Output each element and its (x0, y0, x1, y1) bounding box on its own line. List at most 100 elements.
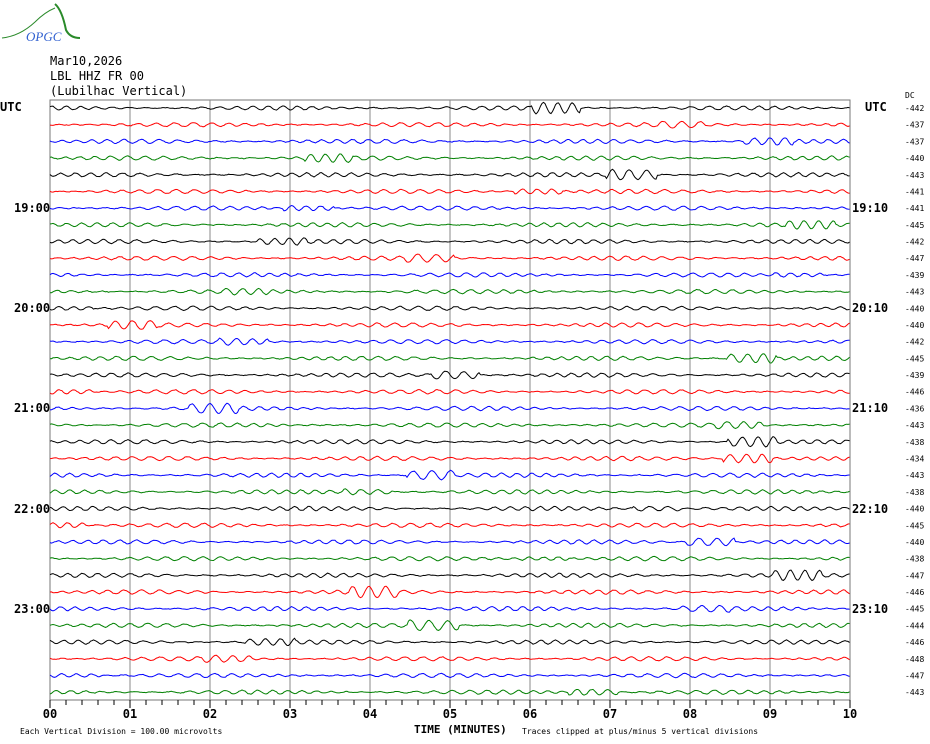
x-tick-label: 08 (683, 707, 697, 721)
left-time-label: 20:00 (14, 301, 51, 316)
dc-offset-value: -446 (905, 588, 924, 597)
seismic-trace (49, 305, 850, 312)
seismic-trace (49, 421, 850, 430)
seismic-trace (49, 654, 850, 663)
seismic-trace (49, 101, 850, 115)
dc-offset-value: -440 (905, 505, 924, 514)
x-tick-label: 05 (443, 707, 457, 721)
left-time-label: 21:00 (14, 401, 51, 416)
station-name: (Lubilhac Vertical) (50, 84, 188, 98)
seismic-trace (49, 120, 850, 129)
x-tick-label: 04 (363, 707, 377, 721)
dc-offset-value: -439 (905, 271, 924, 280)
right-time-label: 19:10 (852, 201, 889, 216)
seismic-trace (49, 388, 850, 395)
right-time-label: 21:10 (852, 401, 889, 416)
dc-offset-value: -434 (905, 454, 924, 463)
dc-offset-value: -443 (905, 421, 924, 430)
seismic-trace (49, 522, 850, 529)
seismic-trace (49, 320, 850, 330)
clip-note: Traces clipped at plus/minus 5 vertical … (522, 727, 759, 736)
left-utc-label: UTC (0, 100, 22, 114)
seismic-trace (49, 272, 850, 278)
seismic-trace (49, 619, 850, 631)
dc-offset-value: -445 (905, 605, 924, 614)
dc-offset-value: -438 (905, 438, 924, 447)
seismic-trace (49, 453, 850, 464)
dc-offset-value: -442 (905, 238, 924, 247)
x-tick-label: 03 (283, 707, 297, 721)
seismic-trace (49, 287, 850, 296)
dc-offset-value: -448 (905, 655, 924, 664)
date: Mar10,2026 (50, 54, 123, 68)
scale-note: Each Vertical Division = 100.00 microvol… (20, 727, 223, 736)
dc-offset-value: -443 (905, 471, 924, 480)
seismic-trace (49, 469, 850, 481)
right-time-label: 22:10 (852, 501, 889, 516)
dc-offset-value: -441 (905, 187, 924, 196)
dc-offset-value: -446 (905, 388, 924, 397)
dc-offset-value: -437 (905, 121, 924, 130)
left-time-label: 23:00 (14, 601, 51, 616)
svg-text:OPGC: OPGC (26, 29, 62, 44)
seismic-trace (49, 435, 850, 448)
right-utc-label: UTC (865, 100, 887, 114)
seismic-trace (49, 555, 850, 562)
seismic-trace (49, 168, 850, 181)
seismic-trace (49, 137, 850, 146)
x-tick-label: 09 (763, 707, 777, 721)
dc-offset-value: -446 (905, 638, 924, 647)
dc-offset-value: -447 (905, 254, 924, 263)
right-time-label: 20:10 (852, 301, 889, 316)
seismic-trace (49, 688, 850, 696)
left-time-label: 22:00 (14, 501, 51, 516)
seismic-trace (49, 488, 850, 496)
dc-offset-value: -441 (905, 204, 924, 213)
dc-offset-value: -440 (905, 304, 924, 313)
dc-offset-value: -436 (905, 404, 924, 413)
seismic-trace (49, 604, 850, 613)
seismic-trace (49, 505, 850, 512)
x-tick-label: 01 (123, 707, 137, 721)
dc-offset-value: -438 (905, 555, 924, 564)
seismic-trace (50, 353, 850, 364)
dc-offset-value: -442 (905, 338, 924, 347)
dc-offset-value: -439 (905, 371, 924, 380)
seismic-trace (49, 637, 850, 647)
dc-offset-value: -445 (905, 221, 924, 230)
seismic-trace (49, 370, 850, 380)
seismic-trace (49, 585, 850, 599)
dc-offset-value: -440 (905, 538, 924, 547)
station-code: LBL HHZ FR 00 (50, 69, 144, 83)
dc-offset-value: -437 (905, 137, 924, 146)
dc-offset-value: -444 (905, 621, 924, 630)
dc-offset-value: -443 (905, 171, 924, 180)
seismic-trace (49, 237, 850, 246)
opgc-logo: OPGC (1, 3, 81, 44)
x-tick-label: 07 (603, 707, 617, 721)
dc-offset-value: -447 (905, 571, 924, 580)
seismic-trace (49, 537, 850, 547)
dc-offset-value: -440 (905, 154, 924, 163)
dc-offset-value: -438 (905, 488, 924, 497)
seismic-trace (49, 220, 850, 230)
x-tick-label: 00 (43, 707, 57, 721)
dc-offset-value: -442 (905, 104, 924, 113)
x-tick-label: 10 (843, 707, 857, 721)
seismic-trace (49, 153, 850, 163)
dc-offset-value: -443 (905, 688, 924, 697)
seismic-trace (49, 204, 850, 212)
seismic-trace (49, 569, 850, 582)
dc-label: DC (905, 91, 915, 100)
x-tick-label: 06 (523, 707, 537, 721)
right-time-label: 23:10 (852, 601, 889, 616)
seismic-trace (49, 672, 850, 679)
seismic-trace (49, 253, 850, 263)
dc-offset-value: -445 (905, 354, 924, 363)
dc-offset-value: -445 (905, 521, 924, 530)
dc-offset-value: -443 (905, 288, 924, 297)
dc-offset-value: -440 (905, 321, 924, 330)
seismic-trace (49, 402, 850, 415)
